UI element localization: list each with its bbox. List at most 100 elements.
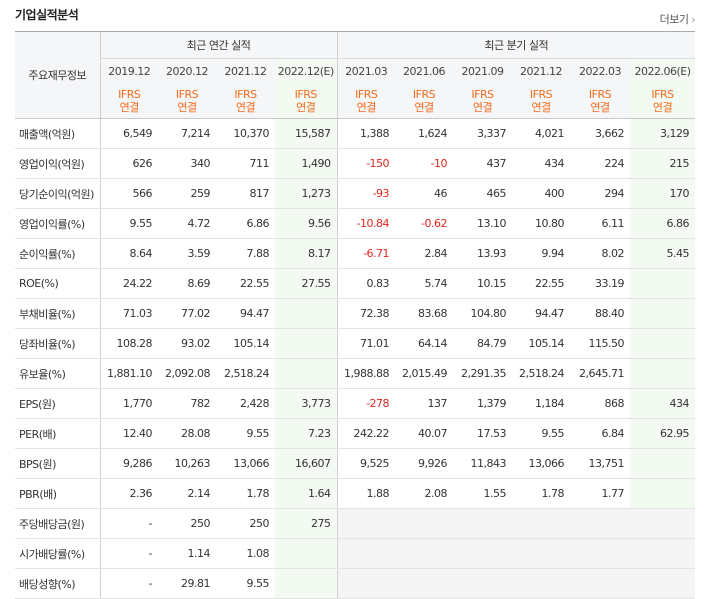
table-cell: 9.56 (275, 208, 338, 239)
table-cell: 105.14 (512, 328, 571, 359)
table-cell: 62.95 (630, 418, 696, 449)
row-label: 순이익률(%) (15, 238, 100, 269)
table-cell: 1,273 (275, 178, 338, 209)
table-cell: 4.72 (158, 208, 216, 239)
table-cell: 1,881.10 (99, 358, 158, 389)
table-cell: 242.22 (336, 418, 396, 449)
table-cell: - (99, 538, 158, 569)
more-link[interactable]: 더보기 › (659, 13, 696, 26)
table-cell: 22.55 (512, 268, 571, 299)
table-cell (453, 508, 513, 539)
row-label: 매출액(억원) (15, 118, 100, 149)
table-cell: 13,066 (512, 448, 571, 479)
table-cell: 5.45 (630, 238, 696, 269)
ifrs-label: IFRS 연결 (275, 84, 338, 119)
row-label: PBR(배) (15, 478, 100, 509)
quarter-group-header: 최근 분기 실적 (336, 31, 696, 59)
row-label: 영업이익률(%) (15, 208, 100, 239)
table-cell: 1,624 (395, 118, 454, 149)
table-cell: 3,337 (453, 118, 513, 149)
table-row: 매출액(억원) 6,549 7,214 10,370 15,587 1,388 1,624 3… (15, 118, 696, 149)
consolidated-text: 연결 (531, 101, 551, 114)
chevron-right-icon: › (691, 15, 696, 26)
ifrs-label: IFRS 연결 (99, 84, 158, 119)
ifrs-text: IFRS (412, 88, 436, 101)
table-cell: 3,129 (630, 118, 696, 149)
table-cell (630, 538, 696, 569)
table-cell: 1.64 (275, 478, 338, 509)
table-cell: 1,388 (336, 118, 396, 149)
consolidated-text: 연결 (472, 101, 493, 114)
table-cell: - (99, 508, 158, 539)
ifrs-label: IFRS 연결 (336, 84, 396, 119)
table-cell: 13,751 (570, 448, 631, 479)
table-row: 당좌비율(%) 108.28 93.02 105.14 71.01 64.14 84.79 1… (15, 328, 696, 359)
row-label: BPS(원) (15, 448, 100, 479)
ifrs-label: IFRS 연결 (216, 84, 275, 119)
table-row: 영업이익(억원) 626 340 711 1,490 -150 -10 437 434 224 21… (15, 148, 696, 179)
table-cell: 9.55 (216, 418, 275, 449)
table-cell: 8.69 (158, 268, 216, 299)
table-cell: 10,263 (158, 448, 216, 479)
table-cell: 0.83 (336, 268, 396, 299)
table-cell: 626 (99, 148, 158, 179)
table-cell: 9.55 (99, 208, 158, 239)
table-cell: 2.36 (99, 478, 158, 509)
table-cell: 2,518.24 (512, 358, 571, 389)
table-cell (275, 538, 338, 569)
table-cell: 400 (512, 178, 571, 209)
table-cell: 9.94 (512, 238, 571, 269)
table-cell: 1.55 (453, 478, 513, 509)
table-cell (630, 268, 696, 299)
table-cell: 10.15 (453, 268, 513, 299)
row-label: EPS(원) (15, 388, 100, 419)
table-row: 순이익률(%) 8.64 3.59 7.88 8.17 -6.71 2.84 13.93 9.9… (15, 238, 696, 269)
row-label: 배당성향(%) (15, 568, 100, 599)
table-cell: 6.86 (630, 208, 696, 239)
ifrs-text: IFRS (175, 88, 199, 101)
table-cell (630, 568, 696, 599)
ifrs-text: IFRS (651, 88, 674, 101)
table-cell: 94.47 (512, 298, 571, 329)
period-header: 2022.06(E) (630, 58, 696, 84)
table-cell: 434 (512, 148, 571, 179)
table-cell: 137 (395, 388, 454, 419)
table-cell: 88.40 (570, 298, 631, 329)
table-cell: 6,549 (99, 118, 158, 149)
row-label: PER(배) (15, 418, 100, 449)
consolidated-text: 연결 (652, 101, 673, 114)
table-cell: 40.07 (395, 418, 454, 449)
table-cell: 465 (453, 178, 513, 209)
table-cell: 77.02 (158, 298, 216, 329)
table-cell: 29.81 (158, 568, 216, 599)
table-cell: 8.17 (275, 238, 338, 269)
table-cell: 5.74 (395, 268, 454, 299)
table-cell: 3.59 (158, 238, 216, 269)
table-cell: 8.02 (570, 238, 631, 269)
table-cell: -6.71 (336, 238, 396, 269)
table-cell (512, 508, 571, 539)
table-cell: 7,214 (158, 118, 216, 149)
table-cell: 2,015.49 (395, 358, 454, 389)
table-cell: 13.10 (453, 208, 513, 239)
table-cell: 1.88 (336, 478, 396, 509)
table-row: ROE(%) 24.22 8.69 22.55 27.55 0.83 5.74 10.15 22… (15, 268, 696, 299)
table-cell: 28.08 (158, 418, 216, 449)
table-cell (275, 568, 338, 599)
ifrs-text: IFRS (234, 88, 257, 101)
period-header: 2022.03 (570, 58, 631, 84)
table-cell: 33.19 (570, 268, 631, 299)
period-header: 2021.06 (395, 58, 454, 84)
table-cell: -10.84 (336, 208, 396, 239)
ifrs-label: IFRS 연결 (512, 84, 571, 119)
ifrs-text: IFRS (294, 88, 318, 101)
section-title: 기업실적분석 (15, 8, 79, 22)
table-cell: 434 (630, 388, 696, 419)
table-cell (630, 448, 696, 479)
table-cell: 1,988.88 (336, 358, 396, 389)
table-cell: 8.64 (99, 238, 158, 269)
table-cell: 1.78 (216, 478, 275, 509)
table-cell (275, 298, 338, 329)
table-cell: 259 (158, 178, 216, 209)
table-cell: 46 (395, 178, 454, 209)
